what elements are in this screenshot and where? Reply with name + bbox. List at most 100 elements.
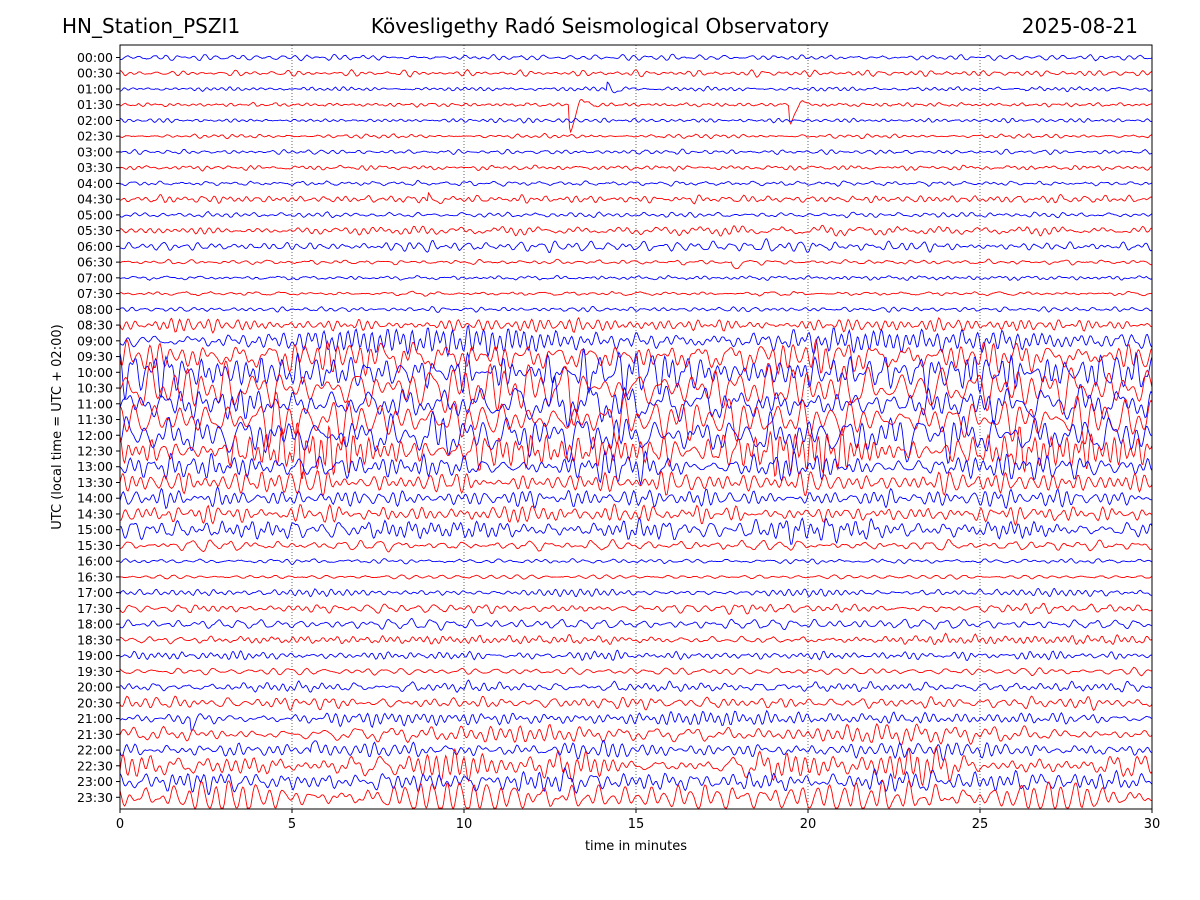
y-tick-label: 10:30 bbox=[77, 381, 113, 396]
y-tick-label: 01:00 bbox=[77, 81, 113, 96]
trace-0530 bbox=[119, 224, 1153, 237]
trace-2030 bbox=[119, 695, 1153, 712]
trace-0900 bbox=[119, 325, 1153, 358]
y-tick-label: 22:00 bbox=[77, 743, 113, 758]
y-tick-label: 08:30 bbox=[77, 318, 113, 333]
x-tick-label: 30 bbox=[1144, 817, 1161, 832]
y-tick-label: 16:30 bbox=[77, 569, 113, 584]
chart-title: Kövesligethy Radó Seismological Observat… bbox=[370, 14, 830, 38]
y-tick-label: 18:30 bbox=[77, 632, 113, 647]
y-axis-label: UTC (local time = UTC + 02:00) bbox=[50, 324, 65, 529]
y-tick-label: 15:00 bbox=[77, 522, 113, 537]
trace-1730 bbox=[119, 602, 1153, 615]
date-label: 2025-08-21 bbox=[1021, 14, 1138, 38]
trace-0600 bbox=[119, 238, 1153, 253]
y-tick-label: 23:00 bbox=[77, 774, 113, 789]
trace-1930 bbox=[119, 666, 1153, 677]
y-tick-label: 22:30 bbox=[77, 758, 113, 773]
trace-1800 bbox=[119, 617, 1153, 631]
trace-0700 bbox=[119, 274, 1153, 281]
y-tick-label: 14:30 bbox=[77, 506, 113, 521]
trace-2300 bbox=[119, 766, 1153, 795]
trace-1530 bbox=[119, 538, 1153, 553]
trace-0100 bbox=[119, 81, 1153, 94]
y-tick-label: 20:00 bbox=[77, 680, 113, 695]
y-tick-label: 02:30 bbox=[77, 129, 113, 144]
trace-0000 bbox=[119, 53, 1153, 62]
y-tick-label: 11:00 bbox=[77, 396, 113, 411]
trace-0230 bbox=[119, 132, 1153, 140]
x-tick-label: 10 bbox=[456, 817, 473, 832]
trace-0130 bbox=[119, 99, 1153, 134]
trace-1030 bbox=[119, 360, 1153, 427]
trace-2100 bbox=[119, 709, 1153, 731]
y-tick-label: 23:30 bbox=[77, 790, 113, 805]
y-tick-label: 17:00 bbox=[77, 585, 113, 600]
trace-0300 bbox=[119, 148, 1153, 156]
y-tick-label: 04:00 bbox=[77, 176, 113, 191]
trace-1000 bbox=[119, 347, 1153, 401]
y-tick-label: 18:00 bbox=[77, 617, 113, 632]
y-tick-label: 16:00 bbox=[77, 554, 113, 569]
y-tick-label: 21:00 bbox=[77, 711, 113, 726]
y-tick-label: 05:00 bbox=[77, 207, 113, 222]
trace-1230 bbox=[119, 422, 1153, 480]
trace-0200 bbox=[119, 117, 1152, 124]
y-tick-label: 07:00 bbox=[77, 270, 113, 285]
y-tick-label: 08:00 bbox=[77, 302, 113, 317]
y-tick-label: 21:30 bbox=[77, 727, 113, 742]
y-tick-label: 20:30 bbox=[77, 695, 113, 710]
grid-lines bbox=[291, 45, 981, 809]
trace-0800 bbox=[119, 305, 1153, 313]
y-tick-label: 17:30 bbox=[77, 601, 113, 616]
y-tick-label: 09:30 bbox=[77, 349, 113, 364]
trace-0430 bbox=[119, 191, 1153, 205]
y-tick-label: 00:30 bbox=[77, 66, 113, 81]
trace-2130 bbox=[119, 722, 1153, 746]
trace-1400 bbox=[119, 485, 1153, 510]
trace-1700 bbox=[119, 587, 1153, 598]
trace-0400 bbox=[119, 179, 1153, 187]
trace-0730 bbox=[119, 290, 1153, 297]
trace-1600 bbox=[119, 558, 1153, 566]
trace-2000 bbox=[119, 679, 1153, 693]
x-tick-label: 15 bbox=[628, 817, 645, 832]
y-tick-label: 01:30 bbox=[77, 97, 113, 112]
trace-0330 bbox=[119, 164, 1153, 172]
trace-0930 bbox=[119, 338, 1153, 377]
y-tick-label: 05:30 bbox=[77, 223, 113, 238]
trace-2330 bbox=[119, 779, 1153, 810]
trace-0030 bbox=[119, 68, 1153, 78]
y-tick-label: 00:00 bbox=[77, 50, 113, 65]
x-axis-label: time in minutes bbox=[585, 839, 687, 854]
x-axis-ticks: 0 5 10 15 20 25 30 bbox=[116, 809, 1160, 832]
trace-1100 bbox=[119, 374, 1153, 428]
station-label: HN_Station_PSZI1 bbox=[62, 14, 241, 38]
x-tick-label: 25 bbox=[972, 817, 989, 832]
trace-1300 bbox=[119, 449, 1153, 486]
y-tick-label: 06:30 bbox=[77, 255, 113, 270]
y-tick-label: 02:00 bbox=[77, 113, 113, 128]
y-axis-ticks: 00:0000:3001:0001:3002:0002:3003:0003:30… bbox=[77, 50, 120, 805]
trace-2200 bbox=[119, 739, 1153, 762]
y-tick-label: 13:00 bbox=[77, 459, 113, 474]
x-tick-label: 5 bbox=[288, 817, 296, 832]
y-tick-label: 15:30 bbox=[77, 538, 113, 553]
y-tick-label: 10:00 bbox=[77, 365, 113, 380]
y-tick-label: 19:30 bbox=[77, 664, 113, 679]
trace-0830 bbox=[119, 317, 1153, 334]
trace-1830 bbox=[119, 632, 1153, 646]
y-tick-label: 12:00 bbox=[77, 428, 113, 443]
trace-1430 bbox=[120, 503, 1153, 527]
y-tick-label: 03:30 bbox=[77, 160, 113, 175]
y-tick-label: 11:30 bbox=[77, 412, 113, 427]
trace-1200 bbox=[119, 410, 1153, 465]
trace-2230 bbox=[119, 745, 1153, 787]
y-tick-label: 12:30 bbox=[77, 444, 113, 459]
x-tick-label: 0 bbox=[116, 817, 124, 832]
y-tick-label: 13:30 bbox=[77, 475, 113, 490]
y-tick-label: 03:00 bbox=[77, 144, 113, 159]
y-tick-label: 14:00 bbox=[77, 491, 113, 506]
trace-1330 bbox=[119, 469, 1153, 498]
